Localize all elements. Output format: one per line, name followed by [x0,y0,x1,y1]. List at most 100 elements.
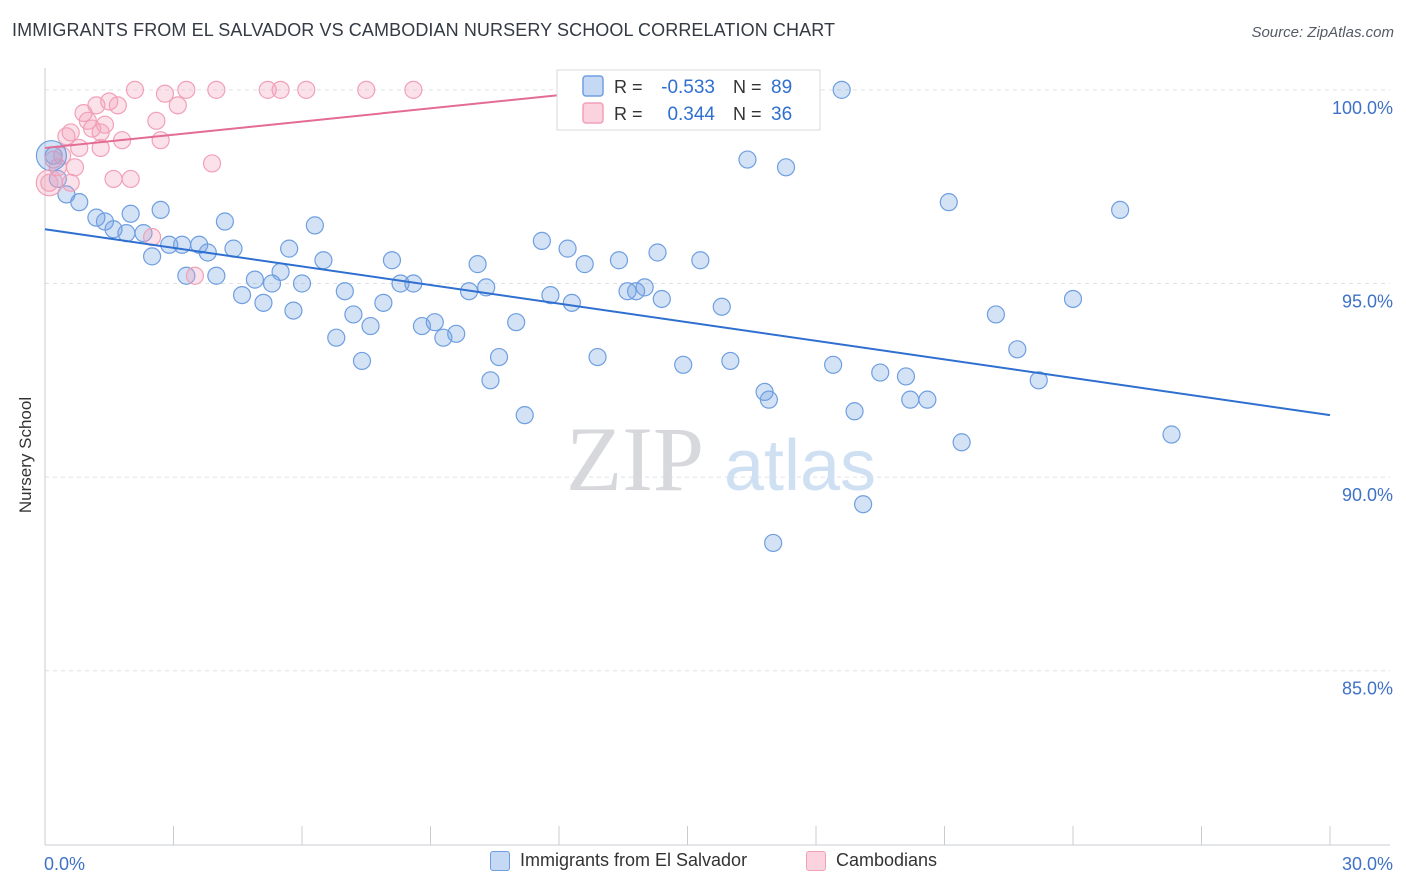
point-el-salvador [374,293,393,312]
point-el-salvador [35,140,68,172]
point-el-salvador [952,433,971,452]
stats-r-value: -0.533 [661,77,715,98]
point-el-salvador [832,80,851,99]
stats-n-value: 36 [771,104,792,125]
point-cambodians [155,84,175,103]
point-cambodians [35,169,63,197]
point-cambodians [70,138,89,158]
point-el-salvador [648,243,667,262]
axes [44,68,1390,846]
stats-n-value: 89 [771,77,792,98]
point-el-salvador [635,278,654,297]
point-el-salvador [314,251,333,270]
point-cambodians [40,173,59,192]
point-el-salvador [588,347,607,367]
point-el-salvador [609,251,629,270]
point-el-salvador [70,193,89,212]
point-cambodians [104,169,123,189]
point-el-salvador [738,150,757,169]
point-cambodians [147,111,166,130]
point-el-salvador [824,355,843,374]
point-el-salvador [901,390,920,409]
point-el-salvador [142,247,162,266]
stats-swatch [582,102,604,124]
point-el-salvador [626,282,646,301]
point-el-salvador [121,204,140,223]
gridlines [45,89,1390,672]
point-el-salvador [776,158,796,177]
point-cambodians [271,80,290,99]
point-el-salvador [305,216,324,235]
point-el-salvador [575,255,594,274]
point-cambodians [297,80,316,99]
point-el-salvador [117,224,136,243]
watermark-zip: ZIP [566,408,704,510]
point-cambodians [125,80,145,99]
stats-n-label: N = [733,77,762,97]
point-cambodians [121,169,140,189]
point-el-salvador [854,495,873,514]
legend: Immigrants from El Salvador Cambodians [0,850,1406,880]
point-el-salvador [468,255,487,274]
stats-r-label: R = [614,104,643,124]
point-el-salvador [674,355,693,374]
point-el-salvador [382,251,402,270]
stats-n-label: N = [733,104,762,124]
point-el-salvador [896,367,916,386]
stats-r-value: 0.344 [667,104,715,125]
legend-item-el-salvador[interactable]: Immigrants from El Salvador [490,850,747,871]
point-el-salvador [134,224,153,243]
point-cambodians [44,150,63,169]
point-cambodians [258,80,277,99]
point-el-salvador [481,371,500,390]
point-el-salvador [447,324,466,343]
point-el-salvador [335,282,354,301]
stats-r-label: R = [614,77,643,97]
y-tick-label: 90.0% [1342,485,1393,505]
data-points [35,80,1181,553]
point-el-salvador [939,193,958,212]
point-cambodians [177,80,196,99]
point-el-salvador [87,208,106,227]
legend-label-el-salvador: Immigrants from El Salvador [520,850,748,870]
point-el-salvador [1008,340,1027,359]
point-el-salvador [215,212,234,231]
point-el-salvador [344,305,363,324]
point-cambodians [100,92,119,111]
legend-item-cambodians[interactable]: Cambodians [806,850,937,871]
point-el-salvador [759,390,778,409]
point-el-salvador [327,328,346,347]
point-el-salvador [652,289,671,309]
legend-label-cambodians: Cambodians [836,850,938,870]
point-el-salvador [280,239,299,258]
point-el-salvador [292,274,312,293]
y-tick-label: 100.0% [1332,98,1393,118]
point-el-salvador [284,301,303,320]
point-el-salvador [232,285,252,305]
watermark-atlas: atlas [724,426,876,506]
point-el-salvador [160,235,179,254]
point-el-salvador [986,305,1006,324]
point-el-salvador [541,285,560,305]
point-cambodians [151,131,170,150]
x-tick-label: 0.0% [44,854,85,874]
point-el-salvador [361,316,380,336]
point-el-salvador [515,406,534,425]
tick-labels: 85.0% 90.0% 95.0% 100.0% 0.0% 30.0% [44,98,1393,874]
legend-swatch-pink [806,850,826,871]
point-cambodians [404,80,423,99]
point-el-salvador [1162,425,1181,444]
point-el-salvador [1063,289,1083,309]
legend-swatch-blue [490,850,510,871]
point-cambodians [357,80,376,99]
point-el-salvador [254,293,273,312]
point-el-salvador [764,533,783,553]
point-cambodians [207,80,226,99]
point-el-salvador [224,239,243,258]
point-cambodians [108,96,127,115]
point-el-salvador [845,402,864,421]
y-tick-label: 95.0% [1342,291,1393,311]
point-cambodians [65,158,85,177]
point-el-salvador [558,239,577,258]
